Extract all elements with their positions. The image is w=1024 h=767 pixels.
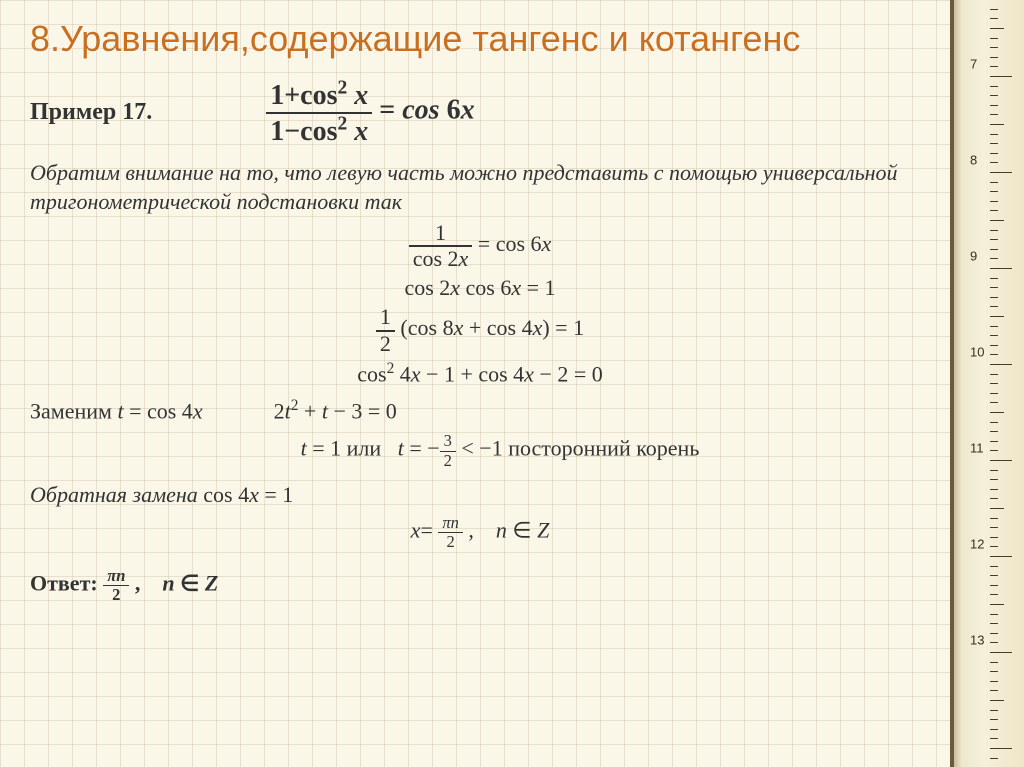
back-substitution: Обратная замена cos 4x = 1: [30, 482, 930, 508]
ruler-decoration: 78910111213: [950, 0, 1024, 767]
step-2: cos 2x cos 6x = 1: [30, 275, 930, 301]
substitution-label: Заменим: [30, 398, 117, 423]
solution-row: x= πn2 , n ∈ Z: [30, 514, 930, 551]
roots-row: t = 1 или t = −32 < −1 посторонний корен…: [30, 432, 930, 469]
intro-text: Обратим внимание на то, что левую часть …: [30, 158, 930, 217]
slide-title: 8.Уравнения,содержащие тангенс и котанге…: [30, 18, 930, 59]
answer-row: Ответ: πn2 , n ∈ Z: [30, 567, 930, 604]
example-label: Пример 17.: [30, 99, 152, 126]
slide-content: 8.Уравнения,содержащие тангенс и котанге…: [30, 18, 930, 604]
step-3: 1 2 (cos 8x + cos 4x) = 1: [30, 305, 930, 355]
substitution-row: Заменим t = cos 4x 2t2 + t − 3 = 0: [30, 397, 930, 424]
main-equation: 1+cos2 x 1−cos2 x = cos 6x: [266, 77, 474, 147]
step-1: 1 cos 2x = cos 6x: [30, 221, 930, 271]
extraneous-label: посторонний корень: [508, 436, 699, 461]
step-4: cos2 4x − 1 + cos 4x − 2 = 0: [30, 360, 930, 387]
